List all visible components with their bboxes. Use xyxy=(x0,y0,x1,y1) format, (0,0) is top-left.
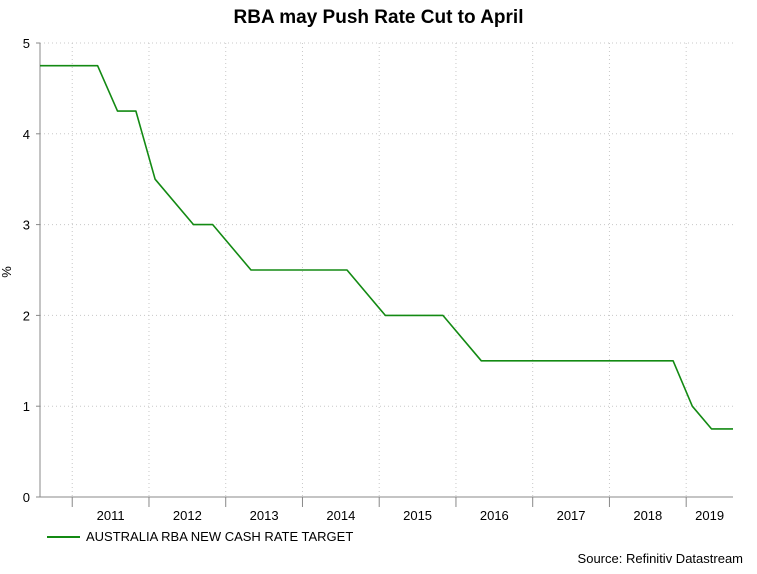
y-tick-label: 1 xyxy=(23,399,30,414)
x-tick-label: 2016 xyxy=(480,508,509,523)
x-tick-label: 2013 xyxy=(250,508,279,523)
x-tick-label: 2018 xyxy=(633,508,662,523)
x-tick-label: 2014 xyxy=(326,508,355,523)
axes: % 0 1 2 3 4 5 2011 2012 2013 2014 2015 2016 2017 2018… xyxy=(0,36,733,523)
x-tick-label: 2012 xyxy=(173,508,202,523)
x-tick-label: 2019 xyxy=(695,508,724,523)
y-tick-label: 3 xyxy=(23,218,30,233)
x-tick-label: 2011 xyxy=(97,508,125,523)
x-tick-label: 2017 xyxy=(557,508,586,523)
y-tick-label: 0 xyxy=(23,490,30,505)
legend-line-swatch xyxy=(47,535,80,538)
legend-label: AUSTRALIA RBA NEW CASH RATE TARGET xyxy=(86,529,354,544)
source-note: Source: Refinitiv Datastream xyxy=(577,551,743,566)
x-tick-label: 2015 xyxy=(403,508,432,523)
y-tick-label: 2 xyxy=(23,308,30,323)
series-group xyxy=(40,64,733,430)
legend: AUSTRALIA RBA NEW CASH RATE TARGET xyxy=(47,529,353,544)
chart-title: RBA may Push Rate Cut to April xyxy=(233,7,524,28)
y-axis-label: % xyxy=(0,266,14,278)
y-tick-label: 5 xyxy=(23,36,30,51)
y-tick-label: 4 xyxy=(23,127,30,142)
grid-lines xyxy=(40,42,733,497)
series-line xyxy=(40,64,733,430)
